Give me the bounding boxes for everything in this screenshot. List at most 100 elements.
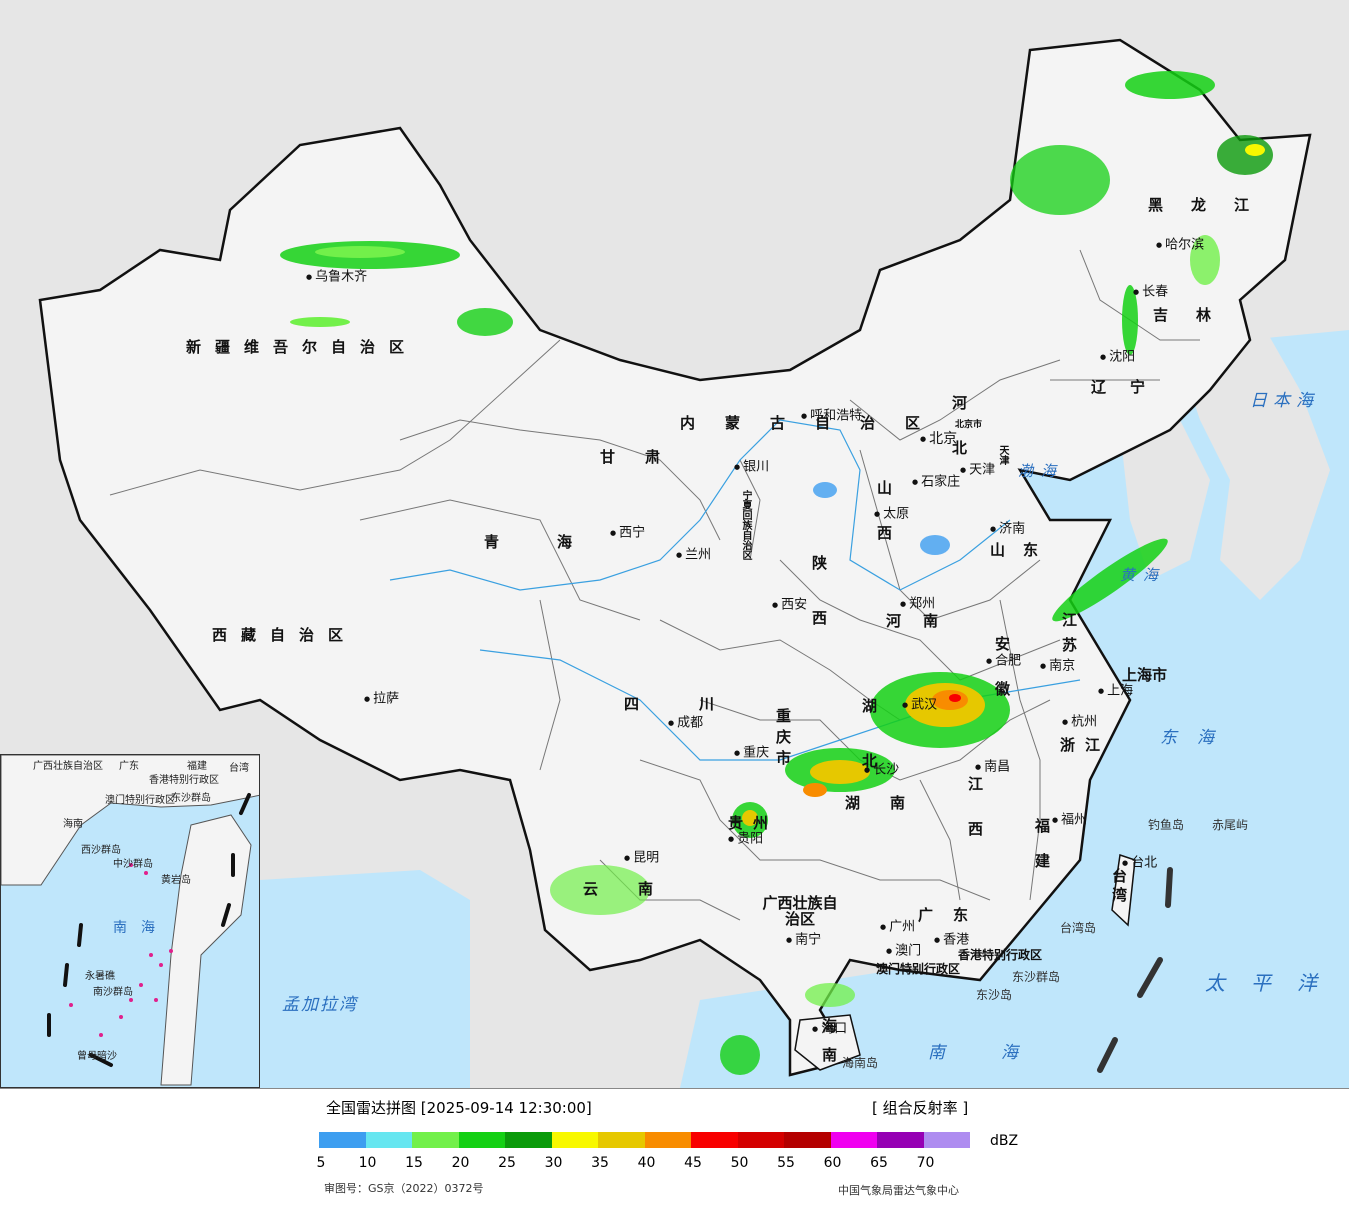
province-label-jilin: 吉林	[1153, 306, 1240, 324]
island-dongsha: 东沙岛	[976, 988, 1013, 1002]
legend-tick: 5	[316, 1155, 326, 1171]
city-wuhan[interactable]: 武汉	[902, 698, 937, 713]
color-swatch	[830, 1132, 877, 1148]
city-shijiazhuang[interactable]: 石家庄	[912, 475, 960, 490]
province-label-anhui: 安徽	[993, 636, 1011, 726]
city-guangzhou[interactable]: 广州	[880, 920, 915, 935]
city-changsha[interactable]: 长沙	[864, 763, 899, 778]
city-taiyuan[interactable]: 太原	[874, 507, 909, 522]
city-nanjing[interactable]: 南京	[1040, 659, 1075, 674]
province-label-xizang: 西藏自治区	[212, 626, 358, 644]
color-swatch	[737, 1132, 784, 1148]
inset-label-south-sea: 南海	[113, 920, 169, 936]
city-lanzhou[interactable]: 兰州	[676, 548, 711, 563]
china-landmass	[38, 38, 1312, 1077]
inset-label-xisha: 西沙群岛	[81, 845, 121, 856]
island-hainan: 海南岛	[842, 1056, 879, 1070]
legend-tick: 55	[777, 1155, 795, 1171]
inset-label-guangdong: 广东	[119, 761, 139, 772]
city-nanning[interactable]: 南宁	[786, 933, 821, 948]
city-fuzhou[interactable]: 福州	[1052, 813, 1087, 828]
legend-tick: 30	[544, 1155, 563, 1171]
city-yinchuan[interactable]: 银川	[734, 460, 769, 475]
legend-unit: dBZ	[990, 1133, 1019, 1149]
province-borders	[109, 249, 1200, 921]
inset-label-macau: 澳门特别行政区	[105, 795, 175, 806]
province-label-guangxi: 广西壮族自治区	[762, 894, 838, 928]
city-hangzhou[interactable]: 杭州	[1062, 715, 1097, 730]
data-source: 中国气象局雷达气象中心	[838, 1184, 959, 1197]
province-label-guangdong: 广东	[918, 906, 989, 924]
color-swatch	[784, 1132, 831, 1148]
city-nanchang[interactable]: 南昌	[975, 760, 1010, 775]
island-chiwei: 赤尾屿	[1212, 818, 1249, 832]
city-shanghai[interactable]: 上海	[1098, 684, 1133, 699]
province-label-hubei: 湖北	[860, 698, 878, 808]
sea-label-japan: 日本海	[1250, 391, 1319, 411]
city-macau[interactable]: 澳门	[886, 944, 921, 959]
sea-label-east: 东海	[1160, 728, 1234, 748]
legend-tick: 45	[684, 1155, 702, 1171]
city-hongkong[interactable]: 香港	[934, 933, 969, 948]
city-hefei[interactable]: 合肥	[986, 654, 1021, 669]
color-swatch	[598, 1132, 645, 1148]
legend-tick: 40	[637, 1155, 656, 1171]
inset-label-hainan: 海南	[63, 819, 83, 830]
inset-canvas	[1, 755, 259, 1086]
inset-label-huangyan: 黄岩岛	[161, 875, 191, 886]
radar-map[interactable]: 新疆维吾尔自治区 西藏自治区 青海 甘肃 内蒙古自治区 黑龙江 吉林 辽宁 河北…	[0, 0, 1349, 1089]
city-kunming[interactable]: 昆明	[624, 851, 659, 866]
radar-echoes	[280, 71, 1273, 1075]
color-swatch	[551, 1132, 598, 1148]
legend-tick: 20	[451, 1155, 470, 1171]
city-xining[interactable]: 西宁	[610, 526, 645, 541]
color-swatch	[877, 1132, 924, 1148]
color-swatch	[923, 1132, 970, 1148]
city-haikou[interactable]: 海口	[812, 1022, 847, 1037]
south-china-sea-inset: 广西壮族自治区 广东 福建 台湾 香港特别行政区 澳门特别行政区 东沙群岛 海南…	[0, 754, 260, 1088]
province-label-liaoning: 辽宁	[1091, 378, 1170, 396]
color-swatch	[412, 1132, 459, 1148]
province-label-shaanxi: 陕西	[810, 555, 828, 665]
city-hohhot[interactable]: 呼和浩特	[801, 409, 862, 424]
island-taiwan: 台湾岛	[1060, 921, 1097, 935]
province-label-beijingshi: 北京市	[955, 420, 983, 430]
city-jinan[interactable]: 济南	[990, 522, 1025, 537]
city-beijing[interactable]: 北京	[920, 432, 957, 446]
city-chongqing[interactable]: 重庆	[734, 746, 769, 761]
city-zhengzhou[interactable]: 郑州	[900, 597, 935, 612]
inset-label-dongsha: 东沙群岛	[171, 793, 211, 804]
inset-label-yongshu: 永暑礁	[85, 971, 115, 982]
city-xian[interactable]: 西安	[772, 598, 807, 613]
sea-label-pacific: 太平洋	[1205, 971, 1343, 995]
inset-label-zhongsha: 中沙群岛	[113, 859, 153, 870]
inset-label-zengmu: 曾母暗沙	[77, 1051, 117, 1062]
province-label-shanghai: 上海市	[1122, 666, 1168, 684]
city-chengdu[interactable]: 成都	[668, 716, 703, 731]
province-label-zhejiang: 浙江	[1060, 736, 1111, 754]
province-label-gansu: 甘肃	[600, 448, 691, 466]
city-shenyang[interactable]: 沈阳	[1100, 350, 1135, 365]
city-lhasa[interactable]: 拉萨	[364, 692, 399, 707]
province-label-henan: 河南	[886, 612, 961, 630]
city-harbin[interactable]: 哈尔滨	[1156, 238, 1204, 253]
legend-tick: 70	[916, 1155, 935, 1171]
inset-label-guangxi: 广西壮族自治区	[33, 761, 103, 772]
sea-label-bohai: 渤海	[1018, 462, 1065, 480]
province-label-heilongjiang: 黑龙江	[1148, 196, 1278, 214]
city-taipei[interactable]: 台北	[1122, 856, 1157, 871]
city-urumqi[interactable]: 乌鲁木齐	[306, 270, 367, 285]
legend-tick: 10	[358, 1155, 377, 1171]
island-diaoyu: 钓鱼岛	[1148, 818, 1185, 832]
province-label-jiangxi: 江西	[966, 776, 984, 866]
city-tianjin[interactable]: 天津	[960, 463, 995, 478]
city-changchun[interactable]: 长春	[1133, 285, 1168, 300]
province-label-guizhou: 贵州	[728, 814, 779, 832]
province-label-qinghai: 青海	[484, 533, 631, 551]
province-label-hunan: 湖南	[845, 794, 936, 812]
city-guiyang[interactable]: 贵阳	[728, 832, 763, 847]
province-label-jiangsu: 江苏	[1060, 612, 1078, 662]
legend-title: 全国雷达拼图 [2025-09-14 12:30:00]	[326, 1099, 592, 1117]
legend-tick: 50	[730, 1155, 749, 1171]
korea-land	[1120, 420, 1210, 580]
